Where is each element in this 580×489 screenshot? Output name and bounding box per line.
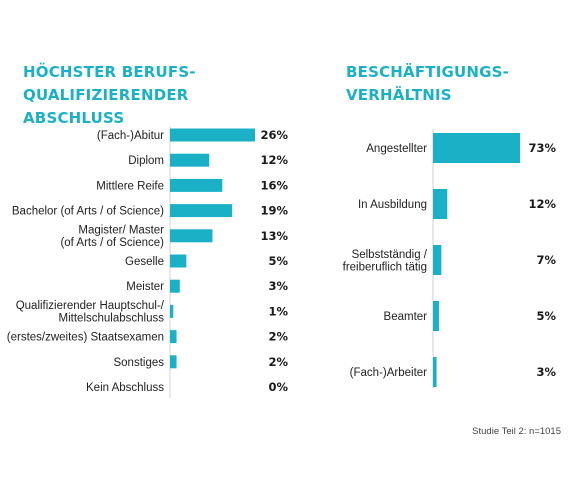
employment-bar bbox=[433, 245, 442, 275]
employment-category-label: Selbstständig / freiberuflich tätig bbox=[343, 249, 428, 274]
qualification-category-label: Geselle bbox=[125, 256, 164, 268]
qualification-value-label: 13% bbox=[260, 229, 288, 243]
employment-value-label: 5% bbox=[536, 309, 556, 323]
qualification-value-label: 26% bbox=[260, 128, 288, 142]
employment-category-label: (Fach-)Arbeiter bbox=[350, 367, 427, 379]
qualification-category-label: Mittlere Reife bbox=[96, 180, 164, 192]
employment-category-label: Angestellter bbox=[366, 143, 427, 155]
qualification-category-label: (erstes/zweites) Staatsexamen bbox=[7, 332, 164, 344]
qualification-value-label: 0% bbox=[268, 380, 288, 394]
qualification-value-label: 3% bbox=[268, 279, 288, 293]
qualification-category-label: Diplom bbox=[128, 155, 164, 167]
employment-value-label: 7% bbox=[536, 253, 556, 267]
qualification-category-label: Meister bbox=[126, 281, 164, 293]
qualification-category-label: Kein Abschluss bbox=[86, 382, 164, 394]
right-chart-title: BESCHÄFTIGUNGS- VERHÄLTNIS bbox=[346, 63, 510, 104]
qualification-value-label: 1% bbox=[268, 304, 288, 318]
qualification-category-label: Sonstiges bbox=[113, 357, 164, 369]
employment-category-label: In Ausbildung bbox=[358, 199, 427, 211]
qualification-category-label: Magister/ Master (of Arts / of Science) bbox=[60, 225, 164, 250]
qualification-bar bbox=[170, 153, 210, 167]
qualification-bar bbox=[170, 204, 233, 218]
employment-bar bbox=[433, 133, 520, 163]
employment-bar bbox=[433, 301, 439, 331]
qualification-bar bbox=[170, 254, 187, 268]
employment-category-label: Beamter bbox=[384, 311, 428, 323]
qualification-bar bbox=[170, 178, 223, 192]
qualification-value-label: 12% bbox=[260, 153, 288, 167]
qualification-bar bbox=[170, 355, 177, 369]
qualification-value-label: 19% bbox=[260, 204, 288, 218]
qualification-value-label: 2% bbox=[268, 355, 288, 369]
qualification-category-label: (Fach-)Abitur bbox=[97, 130, 164, 142]
employment-value-label: 12% bbox=[528, 197, 556, 211]
qualification-bar bbox=[170, 128, 255, 142]
qualification-value-label: 2% bbox=[268, 330, 288, 344]
sample-size-note: Studie Teil 2: n=1015 bbox=[472, 426, 561, 437]
qualification-value-label: 16% bbox=[260, 178, 288, 192]
employment-bar bbox=[433, 189, 448, 219]
qualification-bar bbox=[170, 304, 174, 318]
qualification-category-label: Qualifizierender Hauptschul-/Mittelschul… bbox=[16, 300, 165, 325]
qualification-bar bbox=[170, 330, 177, 344]
employment-bar bbox=[433, 357, 437, 387]
qualification-category-label: Bachelor (of Arts / of Science) bbox=[12, 206, 164, 218]
employment-value-label: 73% bbox=[528, 141, 556, 155]
qualification-bar bbox=[170, 229, 213, 243]
qualification-bar bbox=[170, 279, 180, 293]
employment-value-label: 3% bbox=[536, 365, 556, 379]
qualification-value-label: 5% bbox=[268, 254, 288, 268]
left-chart-title: HÖCHSTER BERUFS- QUALIFIZIERENDER ABSCHLU… bbox=[23, 63, 196, 127]
